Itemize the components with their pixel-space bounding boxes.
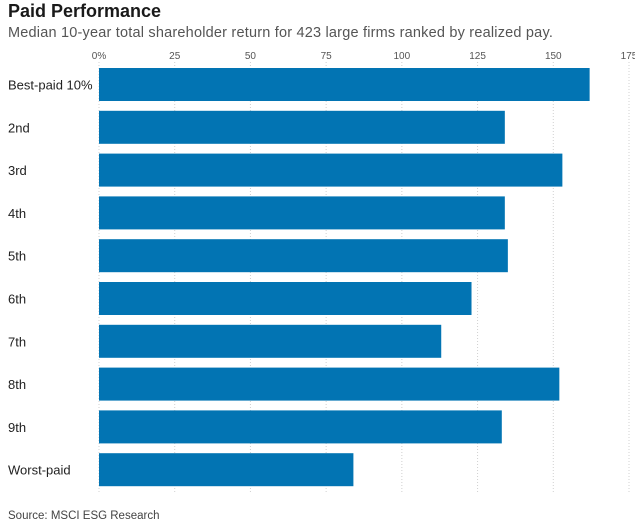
x-tick-label: 175	[621, 51, 635, 62]
category-label: 8th	[8, 377, 26, 392]
bar	[99, 367, 560, 401]
category-label: 5th	[8, 249, 26, 264]
x-tick-label: 100	[394, 51, 411, 62]
bar	[99, 110, 505, 144]
bar	[99, 410, 502, 444]
category-labels: Best-paid 10% 2nd 3rd 4th 5th 6th 7th 8th 9th Wor…	[8, 78, 93, 478]
bar	[99, 153, 563, 187]
chart-subtitle: Median 10-year total shareholder return …	[8, 25, 554, 41]
category-label: 7th	[8, 334, 26, 349]
category-label: 2nd	[8, 120, 30, 135]
x-tick-label: 150	[545, 51, 562, 62]
bars	[99, 68, 590, 487]
category-label: 6th	[8, 292, 26, 307]
category-label: 3rd	[8, 163, 27, 178]
bar	[99, 196, 505, 230]
x-tick-label: 125	[469, 51, 486, 62]
chart-title: Paid Performance	[8, 1, 162, 21]
category-label: 4th	[8, 206, 26, 221]
x-tick-label: 75	[321, 51, 333, 62]
bar	[99, 282, 472, 315]
x-axis-ticks: 0% 25 50 75 100 125 150 175	[92, 51, 635, 62]
x-tick-label: 50	[245, 51, 257, 62]
category-label: 9th	[8, 420, 26, 435]
bar	[99, 239, 508, 273]
category-label: Worst-paid	[8, 463, 71, 478]
bar	[99, 453, 354, 487]
x-tick-label: 0%	[92, 51, 107, 62]
source-note: Source: MSCI ESG Research	[8, 510, 160, 522]
bar	[99, 324, 442, 358]
x-tick-label: 25	[169, 51, 181, 62]
category-label: Best-paid 10%	[8, 78, 93, 93]
bar	[99, 68, 590, 101]
